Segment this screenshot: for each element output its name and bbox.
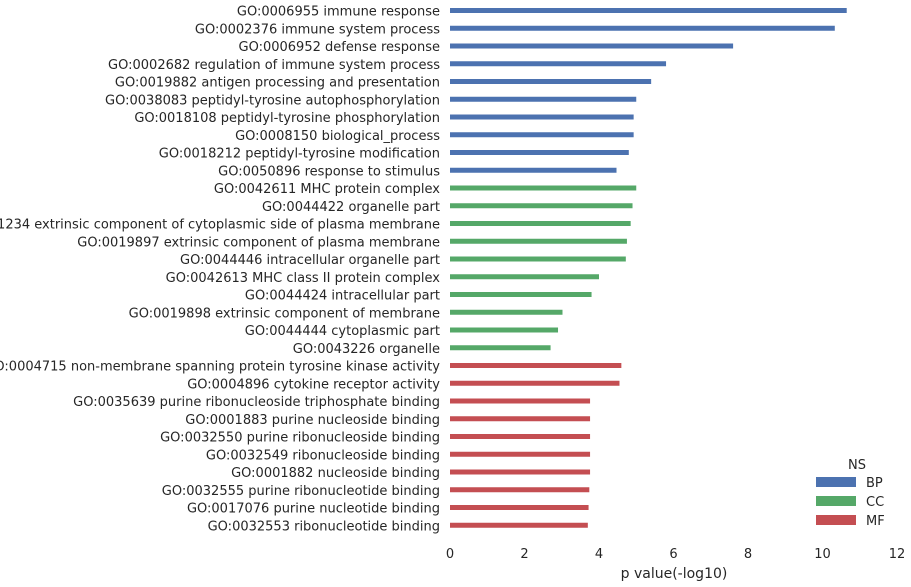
x-axis-ticks: 0 2 4 6 8 10 12 bbox=[446, 547, 905, 562]
bar-cc bbox=[450, 185, 637, 191]
category-label: GO:0004715 non-membrane spanning protein… bbox=[0, 360, 440, 375]
bar-bp bbox=[450, 8, 847, 13]
legend: NS BP CC MF bbox=[816, 458, 885, 529]
bar-mf bbox=[450, 469, 591, 475]
bar-mf bbox=[450, 522, 588, 528]
category-label: GO:0032555 purine ribonucleotide binding bbox=[162, 484, 440, 499]
category-label: GO:0032553 ribonucleotide binding bbox=[208, 519, 440, 534]
category-label: GO:0006952 defense response bbox=[239, 40, 441, 55]
bar-cc bbox=[450, 256, 626, 262]
legend-entries: BP CC MF bbox=[816, 476, 885, 529]
legend-label-mf: MF bbox=[866, 514, 885, 529]
category-labels: GO:0006955 immune response GO:0002376 imm… bbox=[0, 5, 440, 535]
bar-bp bbox=[450, 61, 667, 67]
bar-bp bbox=[450, 43, 734, 49]
category-label: GO:0035639 purine ribonucleoside triphos… bbox=[73, 395, 440, 410]
category-label: GO:0001882 nucleoside binding bbox=[231, 466, 440, 481]
bar-bp bbox=[450, 25, 835, 31]
category-label: GO:0017076 purine nucleotide binding bbox=[187, 502, 440, 517]
bar-mf bbox=[450, 434, 591, 439]
category-label: GO:0019898 extrinsic component of membra… bbox=[129, 306, 440, 321]
bar-cc bbox=[450, 345, 551, 351]
category-label: GO:0004896 cytokine receptor activity bbox=[187, 377, 440, 392]
category-label: GO:0032550 purine ribonucleoside binding bbox=[160, 431, 440, 446]
legend-swatch-bp bbox=[816, 477, 856, 487]
legend-label-bp: BP bbox=[866, 476, 883, 491]
bars-layer bbox=[450, 8, 847, 528]
bar-bp bbox=[450, 114, 634, 120]
category-label: GO:0044446 intracellular organelle part bbox=[180, 253, 440, 268]
bar-mf bbox=[450, 398, 591, 404]
category-label: GO:0044424 intracellular part bbox=[245, 289, 440, 304]
x-axis-label: p value(-log10) bbox=[621, 566, 728, 582]
bar-cc bbox=[450, 274, 599, 280]
x-tick-label: 4 bbox=[595, 547, 603, 562]
bar-cc bbox=[450, 238, 627, 244]
category-label: GO:0018212 peptidyl-tyrosine modificatio… bbox=[159, 147, 440, 162]
legend-swatch-cc bbox=[816, 496, 856, 506]
category-label: GO:0042613 MHC class II protein complex bbox=[166, 271, 441, 286]
category-label: GO:0050896 response to stimulus bbox=[218, 164, 440, 179]
bar-mf bbox=[450, 451, 591, 457]
category-label: GO:0001883 purine nucleoside binding bbox=[185, 413, 440, 428]
bar-bp bbox=[450, 79, 652, 84]
x-tick-label: 12 bbox=[889, 547, 906, 562]
bar-mf bbox=[450, 505, 589, 510]
category-label: GO:0044444 cytoplasmic part bbox=[245, 324, 440, 339]
category-label: GO:0002682 regulation of immune system p… bbox=[108, 58, 440, 73]
category-label: GO:0043226 organelle bbox=[293, 342, 440, 357]
category-label: GO:0019897 extrinsic component of plasma… bbox=[77, 235, 440, 250]
bar-mf bbox=[450, 487, 590, 493]
bar-mf bbox=[450, 416, 591, 422]
bar-cc bbox=[450, 292, 592, 297]
bar-cc bbox=[450, 327, 559, 333]
bar-cc bbox=[450, 309, 563, 315]
category-label: GO:0042611 MHC protein complex bbox=[214, 182, 440, 197]
bar-bp bbox=[450, 96, 637, 102]
x-tick-label: 0 bbox=[446, 547, 454, 562]
bar-cc bbox=[450, 203, 633, 209]
category-label: GO:0032549 ribonucleoside binding bbox=[206, 448, 440, 463]
category-label: GO:0019882 antigen processing and presen… bbox=[115, 76, 440, 91]
x-tick-label: 10 bbox=[814, 547, 831, 562]
legend-title: NS bbox=[848, 458, 866, 473]
x-tick-label: 2 bbox=[520, 547, 528, 562]
bar-bp bbox=[450, 167, 617, 173]
bar-bp bbox=[450, 150, 629, 155]
bar-mf bbox=[450, 380, 620, 386]
category-label: GO:0006955 immune response bbox=[237, 5, 440, 20]
bar-bp bbox=[450, 132, 634, 138]
legend-swatch-mf bbox=[816, 515, 856, 525]
category-label: GO:0008150 biological_process bbox=[235, 129, 440, 144]
category-label: GO:0018108 peptidyl-tyrosine phosphoryla… bbox=[134, 111, 440, 126]
category-label: GO:0038083 peptidyl-tyrosine autophospho… bbox=[105, 93, 440, 108]
category-label: GO:0031234 extrinsic component of cytopl… bbox=[0, 218, 440, 233]
category-label: GO:0044422 organelle part bbox=[262, 200, 440, 215]
bar-mf bbox=[450, 363, 622, 368]
x-tick-label: 6 bbox=[669, 547, 677, 562]
legend-label-cc: CC bbox=[866, 495, 884, 510]
category-label: GO:0002376 immune system process bbox=[195, 22, 440, 37]
x-tick-label: 8 bbox=[744, 547, 752, 562]
bar-cc bbox=[450, 221, 631, 226]
